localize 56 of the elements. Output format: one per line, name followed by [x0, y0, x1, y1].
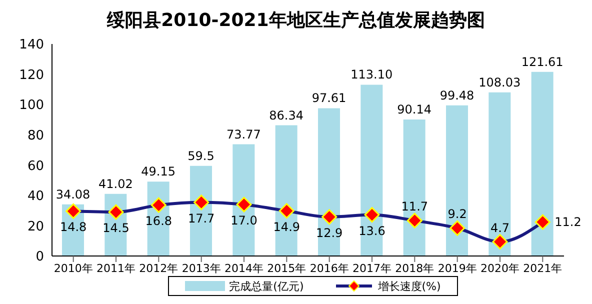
bar — [531, 72, 554, 256]
y-tick-label: 20 — [27, 219, 44, 234]
x-tick-label: 2020年 — [480, 262, 520, 275]
x-tick-label: 2012年 — [139, 262, 178, 275]
x-tick-label: 2016年 — [310, 262, 349, 275]
data-label: 59.5 — [188, 148, 214, 163]
data-label: 108.03 — [478, 75, 521, 90]
data-label: 4.7 — [490, 220, 510, 235]
data-label: 121.61 — [521, 54, 564, 69]
legend-label: 增长速度(%) — [378, 278, 441, 294]
x-tick-label: 2019年 — [438, 262, 477, 275]
legend-label: 完成总量(亿元) — [229, 278, 304, 294]
data-label: 86.34 — [269, 108, 304, 122]
x-tick-label: 2018年 — [395, 262, 434, 275]
y-tick-label: 60 — [27, 158, 44, 174]
data-label: 34.08 — [56, 187, 90, 202]
x-tick-label: 2010年 — [54, 262, 93, 275]
data-label: 113.10 — [350, 68, 393, 82]
bar — [190, 166, 212, 256]
bar — [318, 108, 340, 256]
data-label: 13.6 — [358, 224, 386, 238]
bar — [360, 84, 383, 256]
data-label: 14.5 — [102, 221, 130, 236]
bar — [488, 92, 511, 256]
data-label: 90.14 — [397, 102, 432, 116]
chart-title: 绥阳县2010-2021年地区生产总值发展趋势图 — [106, 9, 486, 33]
data-label: 17.7 — [188, 211, 215, 226]
x-tick-label: 2021年 — [523, 262, 562, 275]
bar — [232, 144, 255, 256]
y-tick-label: 120 — [19, 68, 44, 83]
data-label: 41.02 — [98, 176, 133, 191]
data-label: 97.61 — [312, 91, 346, 106]
x-tick-label: 2015年 — [267, 262, 306, 275]
bar — [446, 105, 468, 256]
data-label: 11.2 — [554, 215, 582, 230]
data-label: 11.7 — [401, 200, 428, 214]
x-tick-label: 2011年 — [96, 262, 136, 275]
bar — [403, 120, 426, 256]
x-tick-label: 2013年 — [182, 262, 221, 275]
data-label: 17.0 — [230, 214, 258, 228]
data-label: 14.9 — [273, 220, 300, 234]
y-tick-label: 100 — [19, 98, 44, 114]
bar — [275, 125, 298, 256]
y-tick-label: 80 — [27, 128, 44, 144]
data-label: 73.77 — [226, 127, 261, 142]
data-label: 99.48 — [440, 88, 474, 102]
y-tick-label: 0 — [36, 250, 44, 265]
data-label: 16.8 — [145, 214, 172, 228]
y-tick-label: 40 — [27, 189, 44, 204]
x-tick-label: 2014年 — [224, 262, 264, 275]
data-label: 14.8 — [60, 220, 87, 234]
data-label: 9.2 — [448, 207, 467, 222]
data-label: 12.9 — [316, 226, 343, 240]
x-tick-label: 2017年 — [352, 262, 392, 275]
data-label: 49.15 — [141, 164, 176, 179]
y-tick-label: 140 — [19, 38, 44, 53]
